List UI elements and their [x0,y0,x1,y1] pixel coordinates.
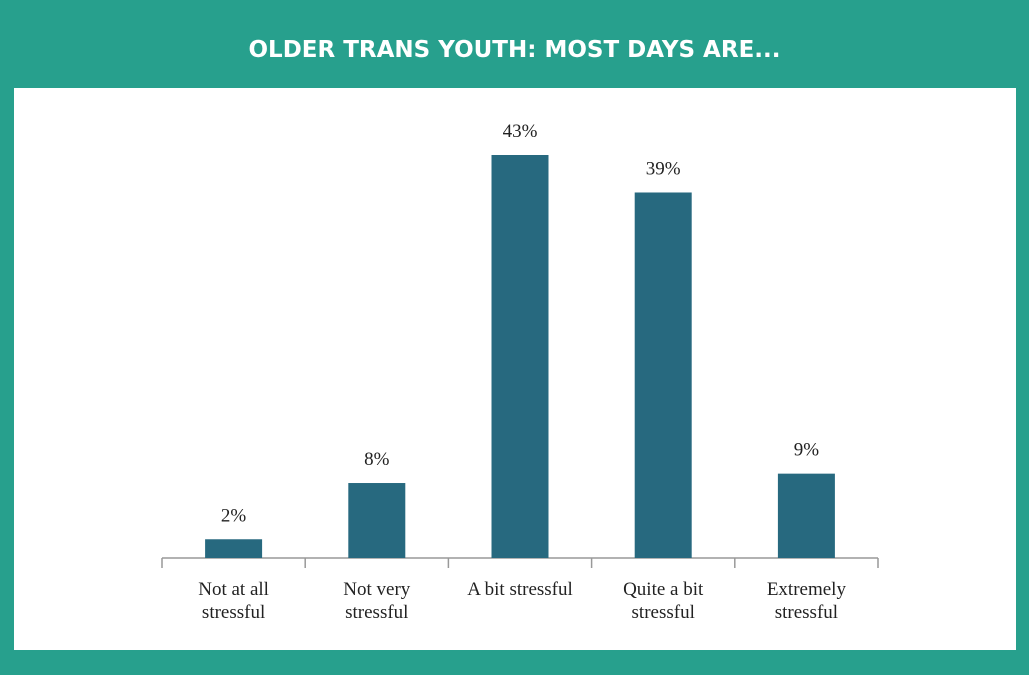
data-label: 2% [221,505,247,526]
data-label: 43% [503,121,538,142]
x-tick-label: Quite a bit stressful [623,579,704,623]
x-tick-label: Not at all stressful [198,579,269,623]
data-label: 8% [364,449,390,470]
bar [491,155,549,558]
x-tick-label: Extremely stressful [766,579,846,623]
data-label: 39% [646,158,681,179]
bar [205,539,263,558]
chart-title: OLDER TRANS YOUTH: MOST DAYS ARE... [248,37,781,63]
bar [634,192,692,558]
bar [348,483,406,558]
x-tick-label: Not very stressful [343,579,411,623]
data-label: 9% [794,440,820,461]
x-tick-label: A bit stressful [467,579,573,600]
bar [777,473,835,558]
